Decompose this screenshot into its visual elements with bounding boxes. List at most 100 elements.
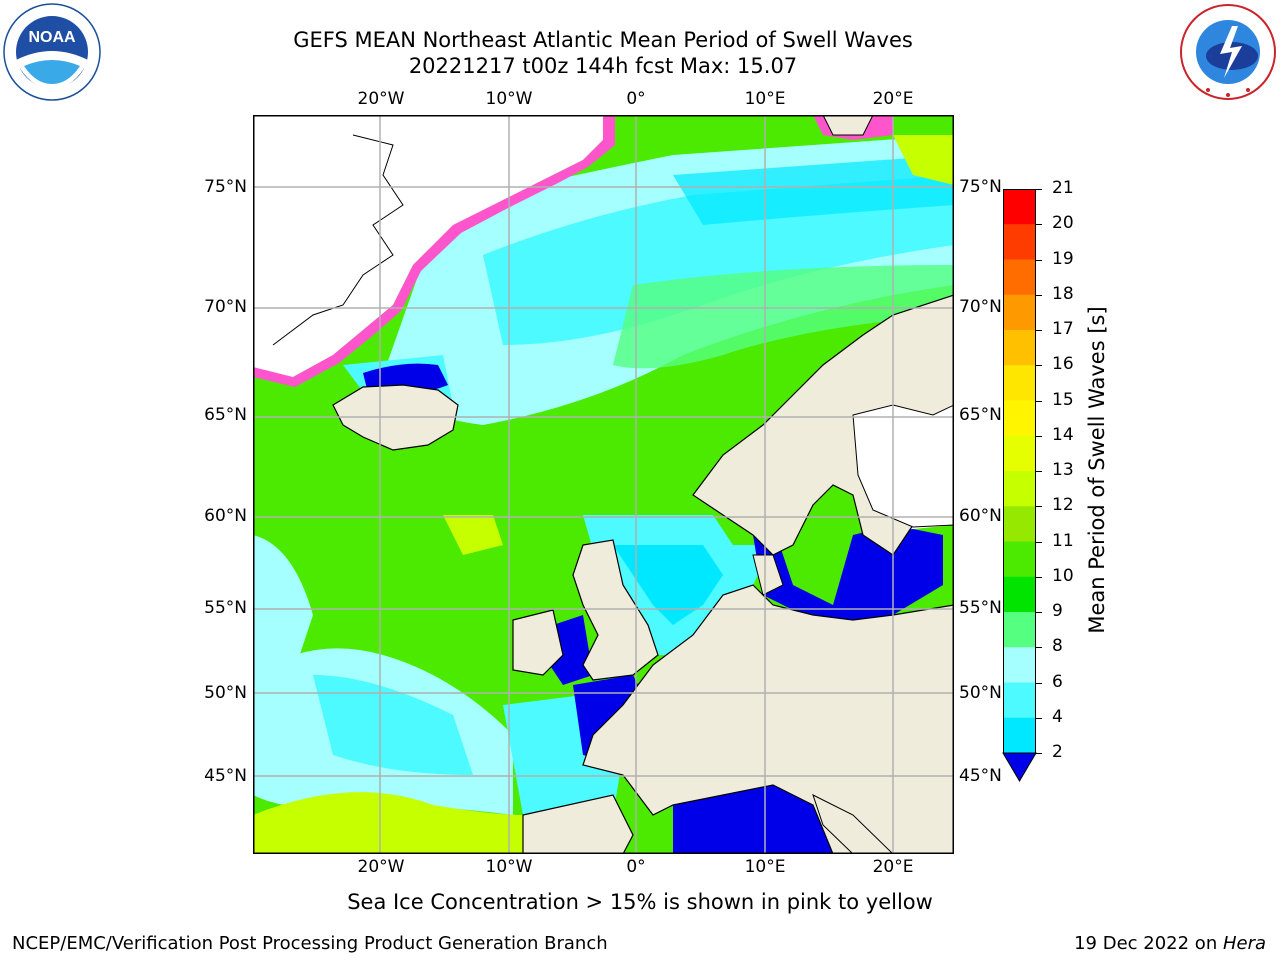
land-europe [582, 584, 954, 854]
land-italy [812, 794, 894, 854]
noaa-logo-text: NOAA [28, 29, 76, 46]
lat-label-left: 75°N [204, 177, 247, 197]
lon-label-top: 0° [626, 89, 646, 109]
swell-zone-yellow-southwest [253, 792, 523, 854]
colorbar-tick-label: 20 [1052, 213, 1074, 234]
lat-label-left: 50°N [204, 683, 247, 703]
lat-label-left: 60°N [204, 506, 247, 526]
colorbar-tick-label: 19 [1052, 248, 1074, 269]
colorbar-segment [1003, 682, 1036, 719]
colorbar-tick-label: 2 [1052, 742, 1063, 762]
swell-zone-southwest-inner [313, 675, 473, 775]
colorbar-tick-mark [1036, 330, 1042, 331]
colorbar-tick-label: 15 [1052, 389, 1074, 410]
land-svalbard [822, 115, 874, 136]
colorbar-tick-label: 4 [1052, 706, 1063, 727]
colorbar-tick-label: 9 [1052, 601, 1063, 621]
colorbar-segment [1003, 400, 1036, 437]
colorbar-tick-mark [1036, 541, 1042, 543]
colorbar-segment [1003, 435, 1036, 472]
lon-label-bottom: 10°W [485, 857, 533, 877]
lon-label-top: 20°E [872, 89, 914, 109]
lon-label-bottom: 0° [626, 857, 646, 877]
colorbar-segment [1003, 471, 1036, 507]
swell-zone-mediterranean [673, 785, 833, 854]
colorbar-tick-mark [1036, 753, 1042, 754]
colorbar-tick-label: 13 [1052, 460, 1074, 480]
colorbar-segment [1003, 612, 1036, 648]
lat-label-right: 50°N [959, 683, 1002, 703]
footer-date-text: 19 Dec 2022 on [1074, 933, 1223, 954]
sea-ice-greenland [253, 115, 603, 377]
lat-label-right: 65°N [959, 405, 1002, 425]
land-denmark [752, 554, 784, 596]
colorbar-segment [1003, 365, 1036, 401]
colorbar-tick-mark [1036, 365, 1042, 367]
swell-zone-east [673, 155, 954, 225]
swell-zone-north-inner [483, 175, 954, 345]
nws-logo [1180, 4, 1276, 100]
lat-label-right: 60°N [959, 506, 1002, 526]
colorbar-segment [1003, 330, 1036, 366]
colorbar [1002, 189, 1037, 782]
footer-host: Hera [1222, 933, 1266, 954]
greenland-coastline [272, 134, 404, 346]
colorbar-tick-mark [1036, 400, 1042, 402]
lon-label-top: 10°E [744, 89, 786, 109]
colorbar-tick-mark [1036, 576, 1042, 578]
chart-subtitle: 20221217 t00z 144h fcst Max: 15.07 [408, 54, 798, 78]
lat-label-right: 70°N [959, 297, 1002, 317]
colorbar-segment [1003, 647, 1036, 683]
colorbar-tick-mark [1036, 294, 1042, 296]
colorbar-extend-arrow [1002, 752, 1037, 782]
colorbar-tick-mark [1036, 647, 1042, 649]
colorbar-segment [1003, 224, 1036, 260]
colorbar-label: Mean Period of Swell Waves [s] [1085, 306, 1109, 634]
colorbar-tick-mark [1036, 189, 1042, 190]
map-frame [253, 115, 954, 854]
colorbar-tick-label: 18 [1052, 283, 1074, 304]
colorbar-segment [1003, 506, 1036, 542]
colorbar-tick-label: 10 [1052, 565, 1074, 586]
colorbar-tick-label: 8 [1052, 636, 1063, 657]
colorbar-segment [1003, 259, 1036, 296]
swell-zone-green-band [613, 265, 954, 369]
sea-ice-caption: Sea Ice Concentration > 15% is shown in … [347, 890, 933, 914]
swell-zone-yellow-patch [443, 515, 503, 555]
land-iberia [522, 794, 634, 854]
colorbar-segment [1003, 541, 1036, 578]
swell-zone-west [253, 535, 313, 675]
lat-label-left: 65°N [204, 405, 247, 425]
colorbar-frame [1003, 189, 1036, 754]
colorbar-tick-label: 6 [1052, 671, 1063, 692]
colorbar-tick-label: 17 [1052, 319, 1074, 339]
swell-zone-yellow-east [893, 135, 954, 185]
land-baltic-lake [852, 404, 954, 528]
lat-label-right: 55°N [959, 598, 1002, 618]
colorbar-tick-label: 12 [1052, 495, 1074, 516]
colorbar-tick-mark [1036, 717, 1042, 719]
lat-label-left: 55°N [204, 598, 247, 618]
lon-label-bottom: 10°E [744, 857, 786, 877]
colorbar-tick-mark [1036, 471, 1042, 472]
colorbar-segment [1003, 576, 1036, 613]
swell-period-map [253, 115, 954, 854]
colorbar-tick-label: 16 [1052, 354, 1074, 375]
colorbar-segment [1003, 717, 1036, 754]
land-ireland [512, 609, 564, 676]
footer-credit: NCEP/EMC/Verification Post Processing Pr… [12, 933, 608, 954]
colorbar-tick-label: 21 [1052, 178, 1074, 198]
colorbar-tick-mark [1036, 612, 1042, 613]
colorbar-tick-mark [1036, 435, 1042, 437]
lat-label-right: 75°N [959, 177, 1002, 197]
colorbar-tick-label: 11 [1052, 530, 1074, 551]
colorbar-segment [1003, 294, 1036, 331]
footer-date: 19 Dec 2022 on Hera [1074, 933, 1266, 954]
lon-label-bottom: 20°E [872, 857, 914, 877]
lon-label-top: 10°W [485, 89, 533, 109]
lat-label-right: 45°N [959, 766, 1002, 786]
noaa-logo: NOAA [3, 3, 101, 101]
colorbar-tick-mark [1036, 224, 1042, 226]
colorbar-segment [1003, 189, 1036, 225]
sea-ice-edge [253, 115, 615, 387]
